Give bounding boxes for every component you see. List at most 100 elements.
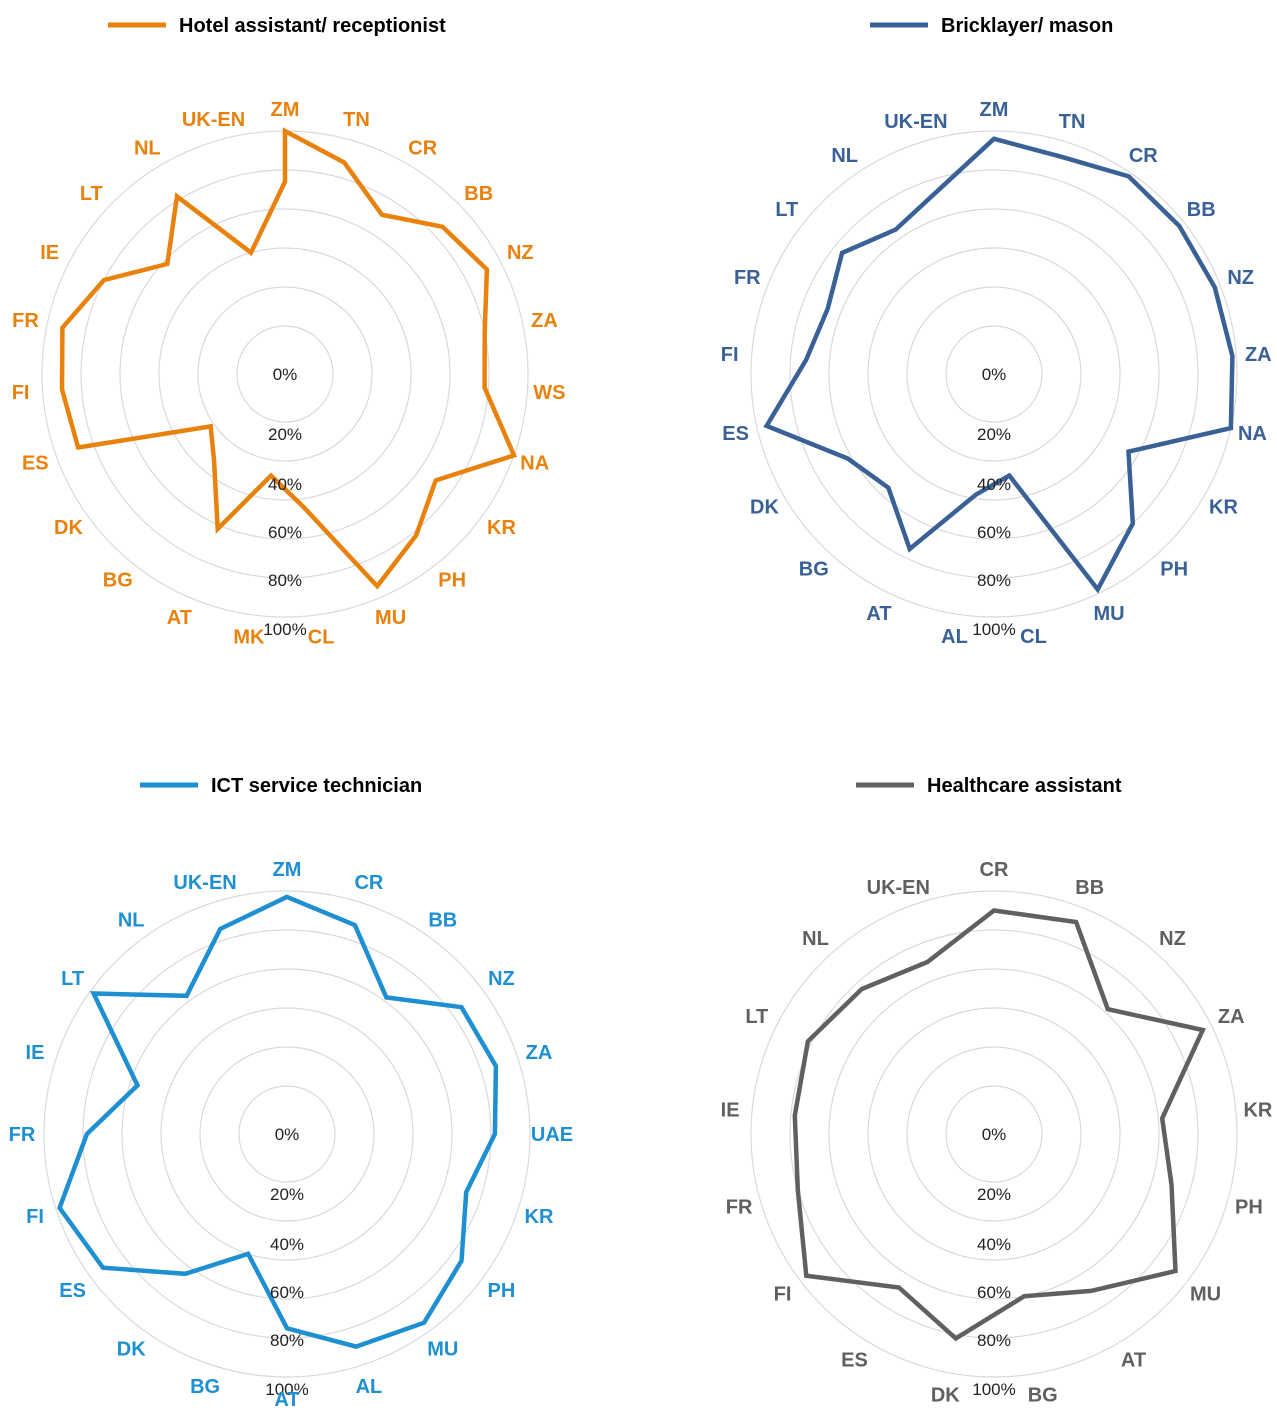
legend: Healthcare assistant (856, 775, 1122, 797)
category-label: CR (408, 138, 437, 160)
category-label: IE (40, 242, 59, 264)
tick-label: 80% (977, 571, 1011, 590)
gridline-circle (789, 929, 1199, 1339)
category-label: BB (428, 910, 457, 932)
gridline-circle (828, 208, 1160, 540)
gridline-circle (945, 1085, 1043, 1183)
category-label: CR (980, 859, 1009, 881)
category-label: TN (1059, 111, 1086, 133)
radar-chart-2: Bricklayer/ mason 0% 20% 40% 60% 80% 100% ZM TN C… (721, 15, 1272, 648)
category-label: CR (1129, 145, 1158, 167)
tick-label: 100% (263, 620, 306, 639)
gridline-circle (945, 325, 1043, 423)
category-label: MU (1190, 1284, 1221, 1306)
category-label: AT (1121, 1349, 1146, 1371)
tick-label: 40% (268, 475, 302, 494)
category-label: FI (774, 1284, 792, 1306)
category-label: AT (167, 607, 192, 629)
legend: Hotel assistant/ receptionist (108, 15, 446, 37)
category-label: AT (866, 603, 891, 625)
tick-label: 40% (977, 475, 1011, 494)
category-label: NZ (1159, 928, 1186, 950)
category-label: FI (26, 1206, 44, 1228)
category-label: NZ (488, 968, 515, 990)
category-label: PH (1235, 1197, 1263, 1219)
gridline-circle (789, 169, 1199, 579)
tick-label: 0% (273, 365, 298, 384)
legend-label: Hotel assistant/ receptionist (179, 15, 446, 37)
category-label: NL (118, 910, 145, 932)
category-label: ES (841, 1349, 868, 1371)
category-label: WS (533, 382, 565, 404)
category-label: IE (26, 1042, 45, 1064)
category-label: UK-EN (182, 109, 245, 131)
radar-chart-4: Healthcare assistant 0% 20% 40% 60% 80% 100% CR… (721, 775, 1273, 1407)
category-label: MU (427, 1338, 458, 1360)
category-label: LT (80, 183, 103, 205)
category-label: BB (1187, 199, 1216, 221)
tick-label: 0% (275, 1125, 300, 1144)
tick-label: 20% (268, 425, 302, 444)
category-label: ZA (531, 310, 558, 332)
series-line (57, 894, 499, 1349)
tick-label: 60% (268, 523, 302, 542)
series-line (59, 127, 518, 590)
category-label: FR (726, 1197, 753, 1219)
category-label: KR (525, 1206, 554, 1228)
category-label: FR (12, 310, 39, 332)
category-label: IE (721, 1100, 740, 1122)
tick-label: 80% (977, 1331, 1011, 1350)
tick-label: 20% (270, 1185, 304, 1204)
category-label: ZA (1245, 344, 1272, 366)
gridline-circle (197, 286, 373, 462)
category-label: UK-EN (867, 877, 930, 899)
tick-label: 80% (268, 571, 302, 590)
category-label: UAE (531, 1124, 573, 1146)
tick-label: 40% (270, 1235, 304, 1254)
category-label: FR (9, 1124, 36, 1146)
tick-label: 40% (977, 1235, 1011, 1254)
series-line (763, 136, 1235, 594)
gridline-circle (43, 890, 531, 1378)
gridline-circle (238, 1085, 336, 1183)
category-label: KR (1243, 1100, 1272, 1122)
category-label: NL (802, 928, 829, 950)
tick-label: 0% (982, 365, 1007, 384)
category-label: AL (356, 1376, 383, 1398)
tick-label: 60% (977, 523, 1011, 542)
tick-label: 0% (982, 1125, 1007, 1144)
gridline-circle (119, 208, 451, 540)
category-label: BG (1028, 1385, 1058, 1407)
category-label: FI (12, 382, 30, 404)
category-label: BG (103, 570, 133, 592)
legend-label: ICT service technician (211, 775, 422, 797)
tick-label: 80% (270, 1331, 304, 1350)
category-label: PH (438, 570, 466, 592)
gridline-circle (828, 968, 1160, 1300)
category-label: MK (233, 627, 265, 649)
tick-label: 100% (972, 620, 1015, 639)
category-label: LT (775, 199, 798, 221)
category-label: FR (734, 267, 761, 289)
category-label: BB (1075, 877, 1104, 899)
gridline-circle (236, 325, 334, 423)
category-label: NA (1238, 423, 1267, 445)
gridline-circle (82, 929, 492, 1339)
category-label: ES (59, 1280, 86, 1302)
category-label: FI (721, 344, 739, 366)
category-label: BB (464, 183, 493, 205)
gridline-circle (121, 968, 453, 1300)
gridline-circle (199, 1046, 375, 1222)
category-label: LT (61, 968, 84, 990)
tick-label: 60% (270, 1283, 304, 1302)
tick-label: 100% (972, 1380, 1015, 1399)
category-label: NA (520, 453, 549, 475)
category-label: PH (1160, 558, 1188, 580)
category-label: MU (1093, 603, 1124, 625)
category-label: CL (308, 627, 335, 649)
category-label: AL (941, 626, 968, 648)
category-label: ES (22, 453, 49, 475)
category-label: CR (354, 872, 383, 894)
category-label: BG (799, 558, 829, 580)
